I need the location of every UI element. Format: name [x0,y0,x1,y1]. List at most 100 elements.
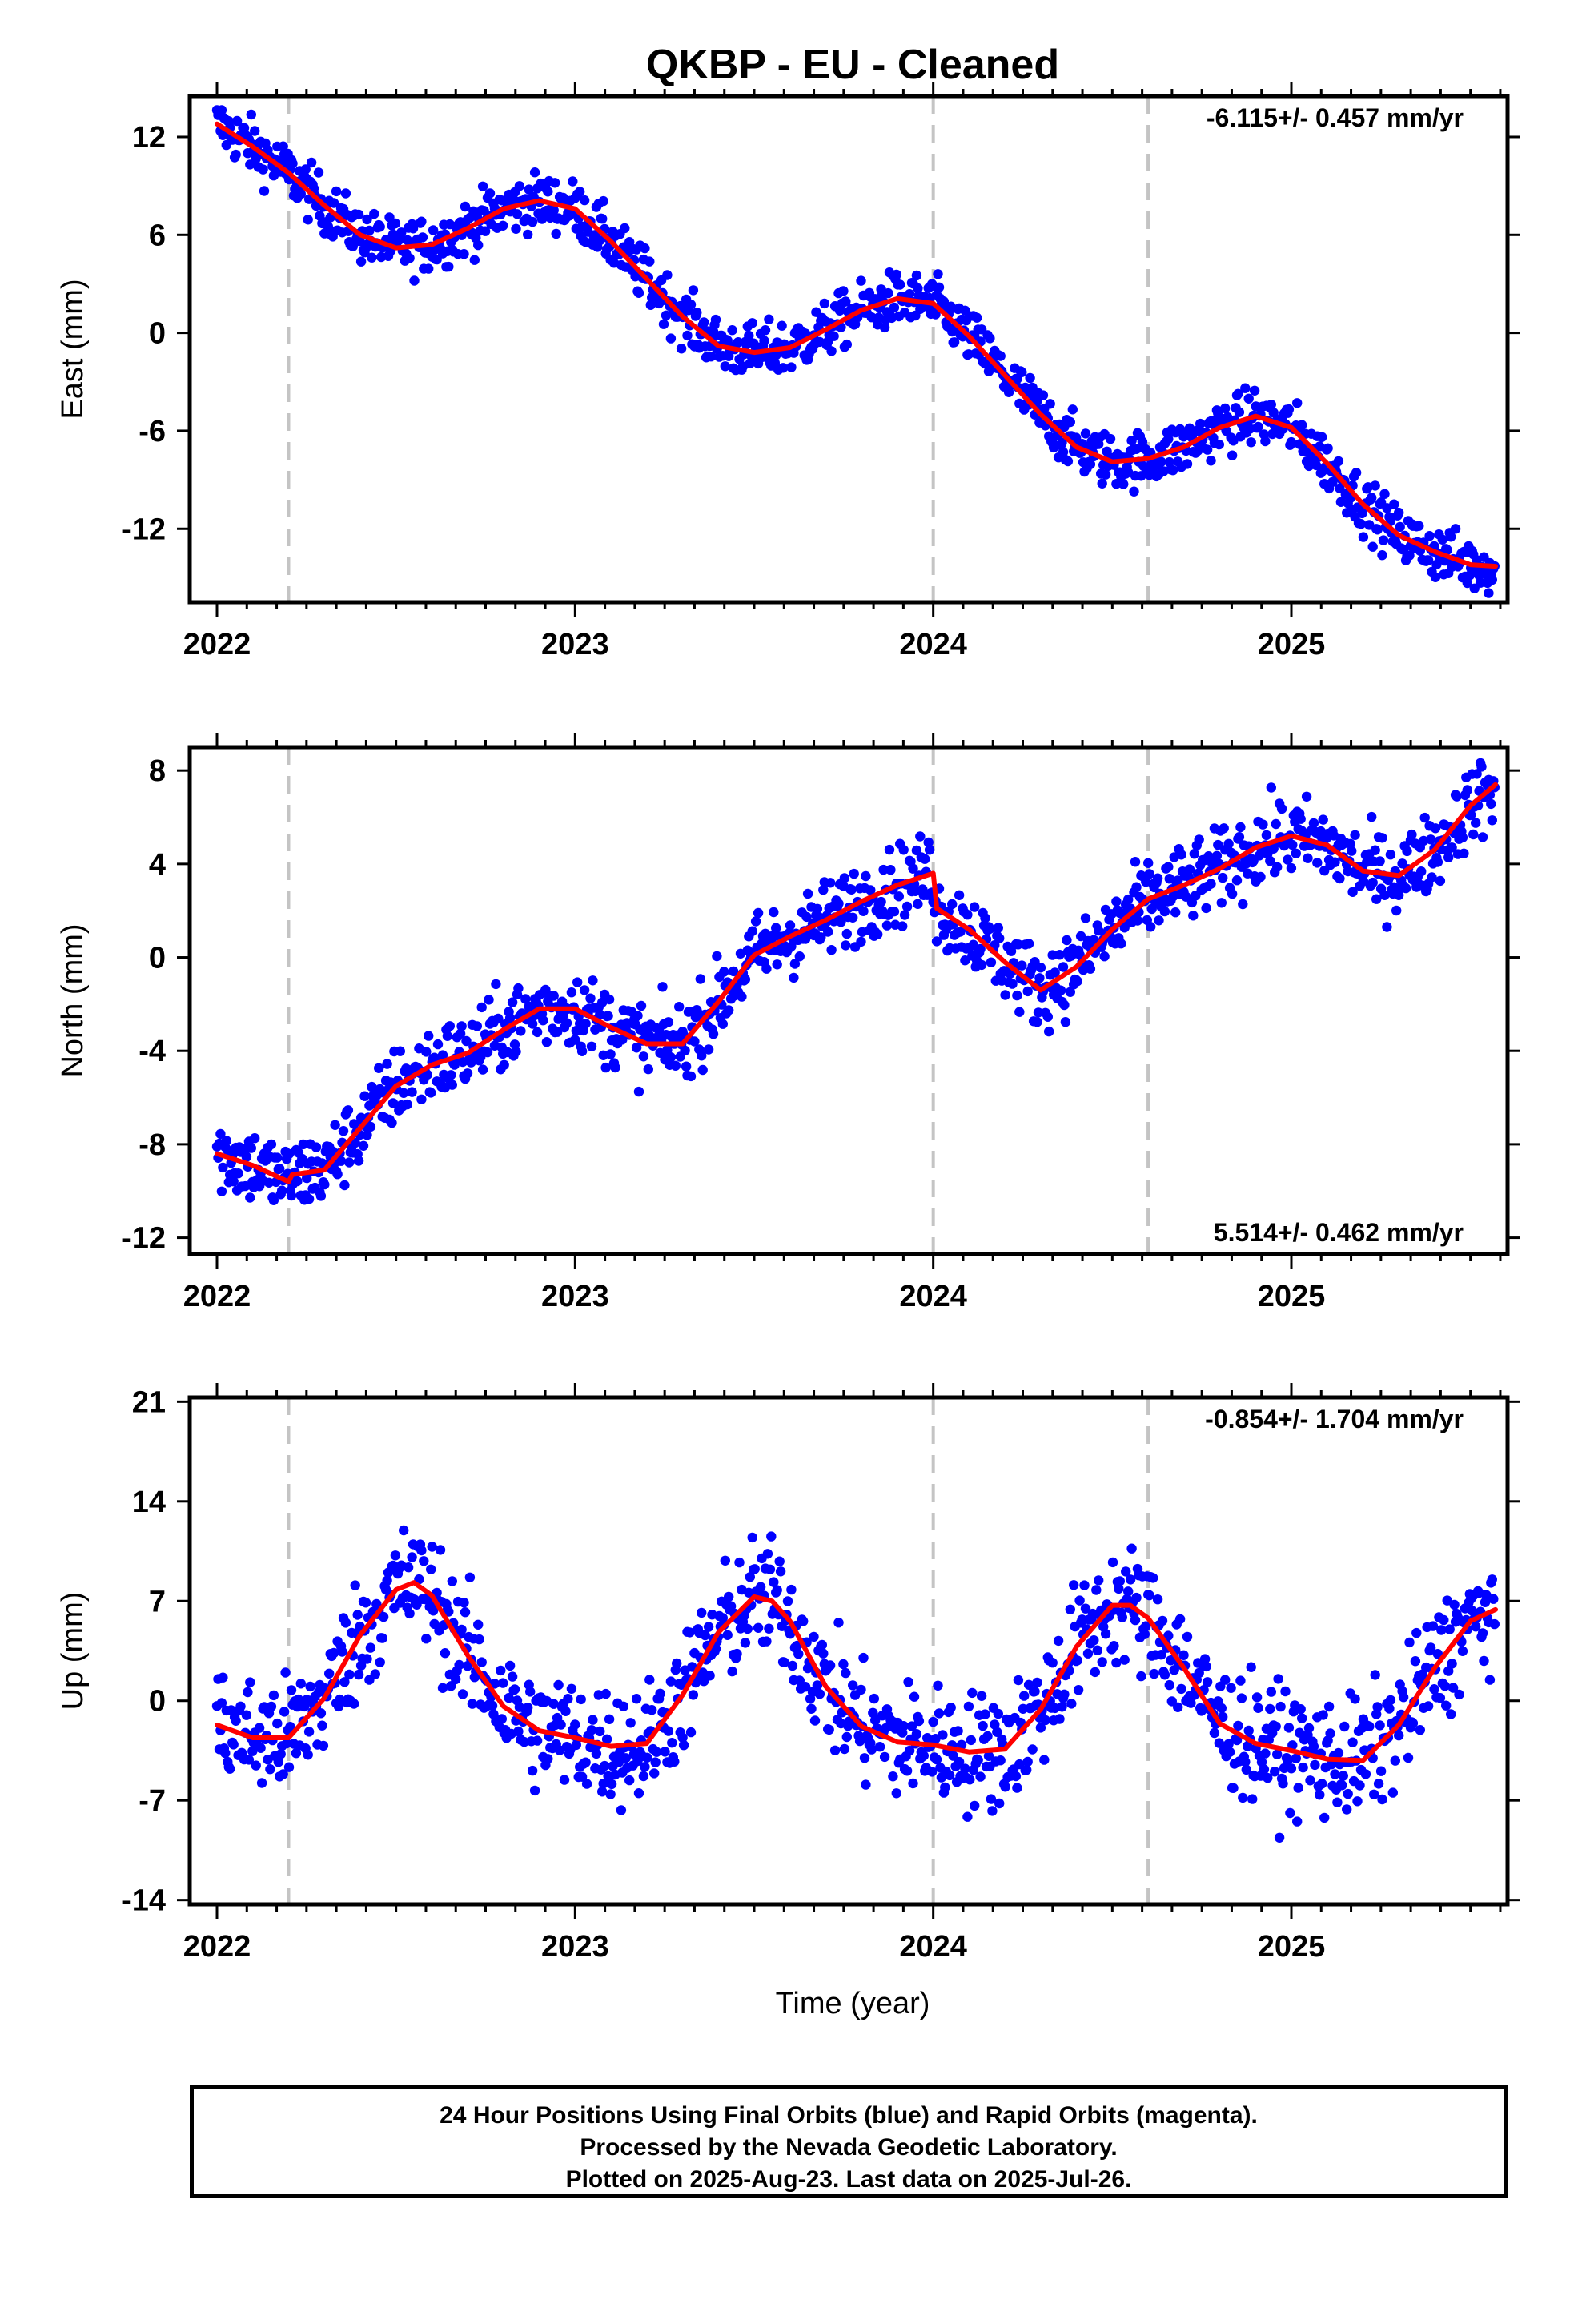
data-point [1280,1686,1291,1697]
data-point [1073,1685,1084,1695]
data-point [570,1035,580,1045]
data-point [1216,1703,1227,1714]
data-point [1446,1709,1456,1719]
data-point [685,1071,697,1082]
data-point [881,920,893,931]
data-point [789,972,799,983]
data-point [1487,574,1498,585]
data-point [241,1152,252,1162]
data-point [364,225,375,236]
data-point [568,176,578,187]
x-tick-label: 2023 [541,1930,609,1964]
data-point [1164,874,1175,884]
data-point [466,1057,476,1068]
data-point [447,1576,457,1586]
data-point [1216,898,1227,908]
data-points-group [211,758,1500,1206]
data-point [516,1026,526,1036]
data-point [580,1019,591,1029]
data-point [1023,939,1034,949]
data-point [775,1566,786,1577]
data-point [861,1779,871,1790]
data-point [1476,762,1487,772]
data-point [467,1699,478,1709]
data-point [375,1657,385,1667]
data-point [640,1762,650,1772]
data-point [1238,1792,1248,1803]
data-point [1022,1756,1033,1767]
data-point [283,1762,295,1772]
data-point [926,1767,938,1777]
data-point [532,1735,543,1746]
data-point [911,1729,922,1739]
data-point [1450,524,1461,534]
data-point [1116,939,1126,949]
data-point [216,1698,227,1708]
data-point [1293,1783,1303,1793]
data-point [1351,468,1362,478]
data-point [246,1143,256,1153]
data-point [1044,1026,1054,1037]
data-point [1387,1787,1399,1798]
data-point [1195,418,1206,429]
data-point [477,1064,488,1075]
data-point [461,1035,472,1047]
data-point [1394,1730,1404,1741]
data-point [1287,1740,1298,1751]
data-point [1425,1642,1436,1653]
data-point [1367,877,1378,888]
data-point [529,1785,540,1796]
data-point [839,873,850,883]
y-tick-label: 4 [149,848,166,882]
data-point [986,957,997,967]
data-point [1443,852,1454,863]
data-point [1240,383,1251,393]
data-point [399,1525,409,1536]
data-point [1023,1679,1034,1690]
data-point [350,1580,360,1590]
data-point [1447,1683,1459,1693]
data-point [1123,1586,1134,1597]
data-point [685,1727,697,1738]
data-point [1427,1621,1439,1631]
data-point [409,275,420,286]
data-point [378,1611,389,1622]
chart-title: QKBP - EU - Cleaned [646,42,1059,88]
data-point [1189,849,1200,859]
data-point [667,1738,677,1748]
data-point [352,1610,363,1620]
data-point [993,1708,1004,1719]
data-point [806,1703,817,1714]
data-point [286,1685,297,1695]
data-point [1097,478,1107,489]
data-point [1176,1683,1186,1695]
data-point [1114,1583,1124,1594]
data-point [665,1052,677,1063]
data-point [732,1648,742,1659]
data-point [419,1556,429,1566]
data-point [1263,1772,1273,1783]
data-point [1000,1782,1010,1792]
data-point [642,1752,652,1763]
data-point [1025,372,1035,384]
data-point [266,1701,277,1712]
data-point [256,1778,267,1788]
data-point [678,1740,689,1751]
data-point [1144,869,1154,879]
y-axis-label: Up (mm) [56,1592,90,1711]
data-point [313,167,324,178]
data-point [1082,1648,1094,1659]
data-point [1259,1764,1270,1775]
data-point [1238,899,1248,910]
data-point [889,302,900,313]
data-point [1121,1566,1131,1577]
data-point [273,1757,283,1767]
data-point [390,218,401,229]
data-point [311,1142,322,1152]
data-point [459,249,469,259]
data-point [422,1069,432,1080]
data-point [1131,444,1142,454]
data-point [809,1631,819,1642]
data-point [669,1756,680,1767]
